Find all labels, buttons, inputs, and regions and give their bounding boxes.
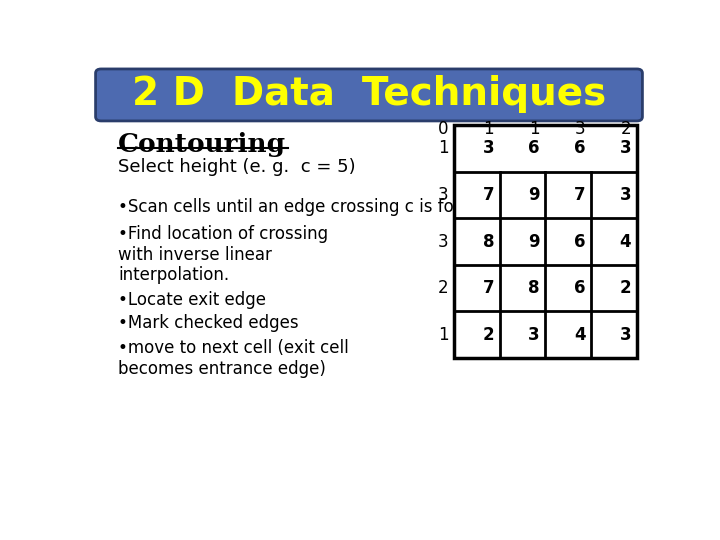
Text: becomes entrance edge): becomes entrance edge): [118, 360, 325, 378]
Text: 1: 1: [438, 139, 449, 157]
Text: 1: 1: [438, 326, 449, 343]
Text: 4: 4: [620, 233, 631, 251]
Text: interpolation.: interpolation.: [118, 266, 229, 285]
Text: •Scan cells until an edge crossing c is found: •Scan cells until an edge crossing c is …: [118, 198, 485, 216]
Text: 9: 9: [528, 186, 540, 204]
Text: 2: 2: [621, 120, 631, 138]
Text: 2 D  Data  Techniques: 2 D Data Techniques: [132, 75, 606, 113]
Text: 6: 6: [574, 139, 585, 157]
Text: 2: 2: [620, 279, 631, 297]
Text: 3: 3: [438, 233, 449, 251]
Text: 3: 3: [438, 186, 449, 204]
Text: Select height (e. g.  c = 5): Select height (e. g. c = 5): [118, 158, 356, 177]
Text: 9: 9: [528, 233, 540, 251]
Text: 3: 3: [620, 326, 631, 343]
Text: 8: 8: [482, 233, 494, 251]
Text: with inverse linear: with inverse linear: [118, 246, 271, 264]
Text: •move to next cell (exit cell: •move to next cell (exit cell: [118, 339, 348, 357]
Text: 1: 1: [483, 120, 494, 138]
FancyBboxPatch shape: [96, 69, 642, 121]
Text: 8: 8: [528, 279, 540, 297]
Text: 0: 0: [438, 120, 449, 138]
Text: 7: 7: [574, 186, 585, 204]
Text: 7: 7: [482, 186, 494, 204]
Text: 4: 4: [574, 326, 585, 343]
Bar: [454, 125, 637, 358]
Text: 3: 3: [528, 326, 540, 343]
Text: 3: 3: [620, 186, 631, 204]
Text: 6: 6: [574, 279, 585, 297]
Text: 6: 6: [574, 233, 585, 251]
Text: •Mark checked edges: •Mark checked edges: [118, 314, 299, 332]
Text: 6: 6: [528, 139, 540, 157]
Text: 2: 2: [482, 326, 494, 343]
Text: 3: 3: [620, 139, 631, 157]
Text: •Find location of crossing: •Find location of crossing: [118, 225, 328, 243]
Text: 2: 2: [438, 279, 449, 297]
Text: Contouring: Contouring: [118, 132, 286, 157]
Text: 3: 3: [575, 120, 585, 138]
Text: 7: 7: [482, 279, 494, 297]
Text: 1: 1: [529, 120, 540, 138]
Text: •Locate exit edge: •Locate exit edge: [118, 292, 266, 309]
Text: 3: 3: [482, 139, 494, 157]
